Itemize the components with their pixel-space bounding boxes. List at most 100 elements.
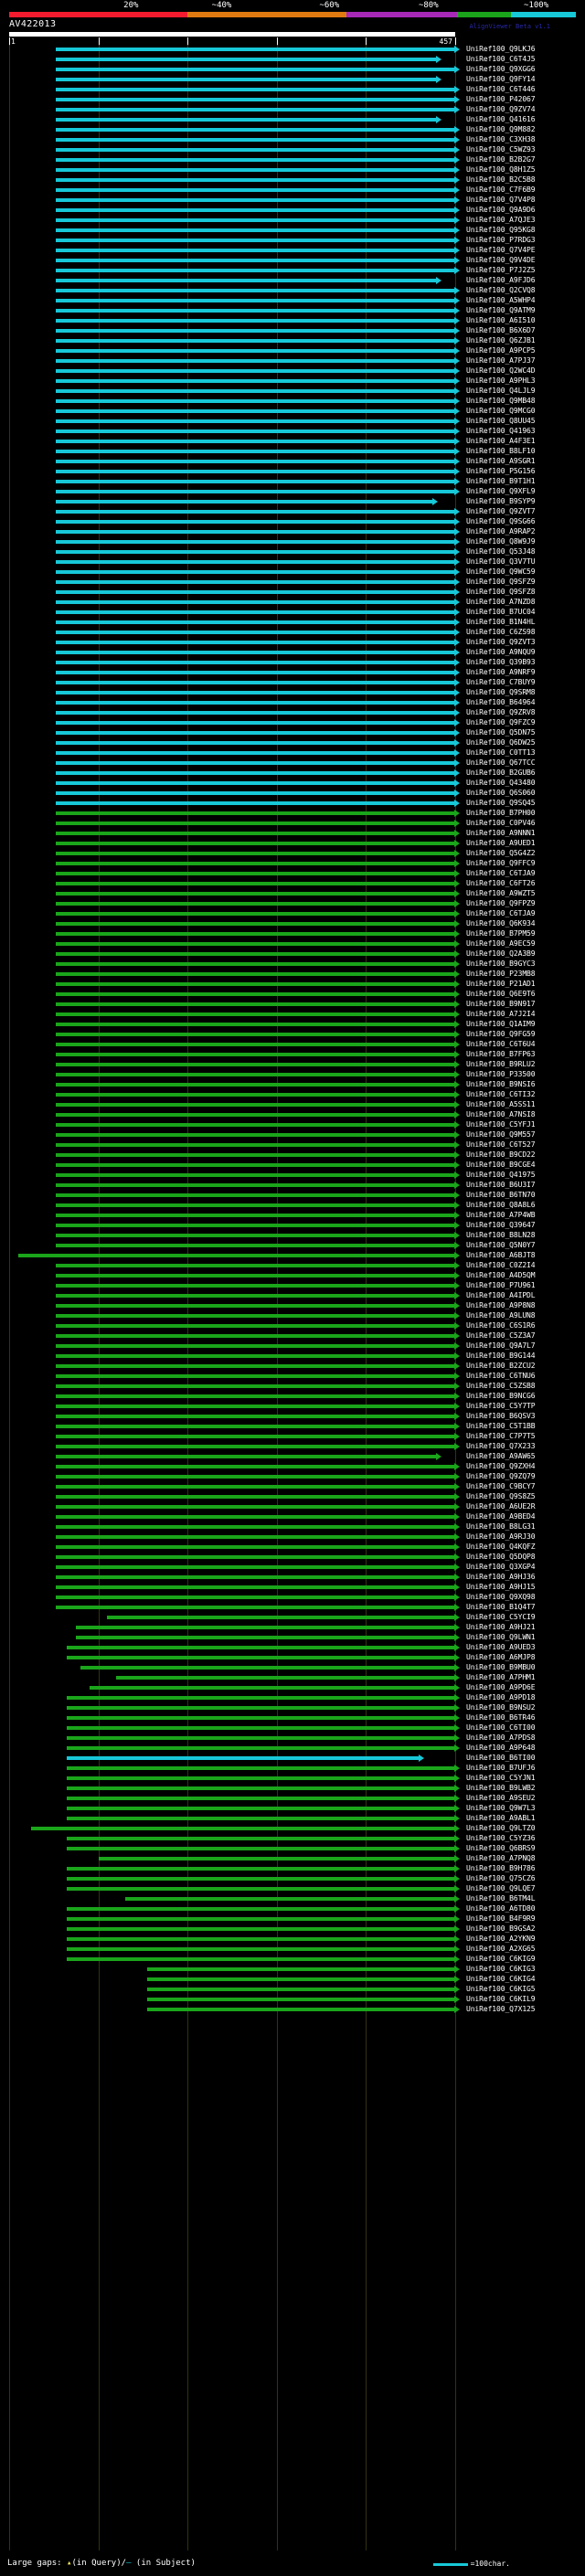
hit-label[interactable]: UniRef100_P7U961 [466,1281,536,1289]
alignment-hit-row[interactable]: UniRef100_A6I510 [0,316,585,326]
hsp-bar[interactable] [56,319,455,323]
hsp-bar[interactable] [56,1505,455,1509]
alignment-hit-row[interactable]: UniRef100_Q6DW25 [0,738,585,748]
hit-label[interactable]: UniRef100_C6TJA9 [466,869,536,877]
hit-label[interactable]: UniRef100_Q5DQP8 [466,1553,536,1561]
alignment-hit-row[interactable]: UniRef100_A9RAP2 [0,527,585,537]
hit-label[interactable]: UniRef100_Q4LJL9 [466,387,536,395]
hsp-bar[interactable] [56,1394,455,1398]
hit-label[interactable]: UniRef100_P21AD1 [466,980,536,988]
hsp-bar[interactable] [56,600,455,604]
hsp-bar[interactable] [56,781,455,785]
alignment-hit-row[interactable]: UniRef100_Q9MB48 [0,397,585,407]
alignment-hit-row[interactable]: UniRef100_A9NNN1 [0,829,585,839]
hsp-bar[interactable] [124,1897,455,1901]
hit-label[interactable]: UniRef100_A2YKN9 [466,1935,536,1943]
hit-label[interactable]: UniRef100_B9GSA2 [466,1924,536,1933]
hit-label[interactable]: UniRef100_Q9W7L3 [466,1804,536,1812]
hsp-bar[interactable] [147,1998,455,2001]
hit-label[interactable]: UniRef100_C5ZSB8 [466,1382,536,1390]
hit-label[interactable]: UniRef100_Q9A9D6 [466,206,536,214]
hsp-bar[interactable] [56,1083,455,1087]
hit-label[interactable]: UniRef100_A7PDS8 [466,1733,536,1742]
alignment-hit-row[interactable]: UniRef100_C5YZ36 [0,1834,585,1844]
alignment-hit-row[interactable]: UniRef100_C5Z3A7 [0,1331,585,1341]
hit-label[interactable]: UniRef100_Q7X125 [466,2005,536,2013]
hit-label[interactable]: UniRef100_C6FT26 [466,879,536,887]
hit-label[interactable]: UniRef100_C6KIG3 [466,1965,536,1973]
hit-label[interactable]: UniRef100_A7PNQ8 [466,1854,536,1862]
alignment-hit-row[interactable]: UniRef100_A9UED3 [0,1643,585,1653]
alignment-hit-row[interactable]: UniRef100_Q9FY14 [0,75,585,85]
hsp-bar[interactable] [56,1304,455,1308]
hsp-bar[interactable] [76,1626,455,1629]
hit-label[interactable]: UniRef100_C6KIG9 [466,1955,536,1963]
alignment-hit-row[interactable]: UniRef100_Q2A3B9 [0,949,585,959]
alignment-hit-row[interactable]: UniRef100_B9GSA2 [0,1924,585,1935]
hit-label[interactable]: UniRef100_Q6K934 [466,919,536,928]
hit-label[interactable]: UniRef100_P23MB8 [466,970,536,978]
hit-label[interactable]: UniRef100_Q5G4Z2 [466,849,536,857]
hit-label[interactable]: UniRef100_Q8A8L6 [466,1201,536,1209]
hit-label[interactable]: UniRef100_Q9SFZ8 [466,588,536,596]
hsp-bar[interactable] [56,279,438,282]
alignment-hit-row[interactable]: UniRef100_C6KIG4 [0,1975,585,1985]
hit-label[interactable]: UniRef100_C5Y7TP [466,1402,536,1410]
alignment-hit-row[interactable]: UniRef100_Q4LJL9 [0,387,585,397]
hit-label[interactable]: UniRef100_A9HJ21 [466,1623,536,1631]
alignment-hit-row[interactable]: UniRef100_A9RJ30 [0,1532,585,1542]
hsp-bar[interactable] [56,570,455,574]
hsp-bar[interactable] [56,1374,455,1378]
hsp-bar[interactable] [56,701,455,705]
alignment-hit-row[interactable]: UniRef100_Q6K934 [0,919,585,929]
alignment-hit-row[interactable]: UniRef100_A9PD6E [0,1683,585,1693]
hsp-bar[interactable] [56,530,455,534]
hsp-bar[interactable] [56,1023,455,1026]
alignment-hit-row[interactable]: UniRef100_C6T6U4 [0,1040,585,1050]
hit-label[interactable]: UniRef100_A9UED3 [466,1643,536,1651]
hsp-bar[interactable] [56,1324,455,1328]
hsp-bar[interactable] [56,1143,455,1147]
alignment-hit-row[interactable]: UniRef100_C0PV46 [0,819,585,829]
alignment-hit-row[interactable]: UniRef100_Q9LTZ0 [0,1824,585,1834]
hsp-bar[interactable] [31,1827,455,1830]
hsp-bar[interactable] [17,1254,455,1257]
hsp-bar[interactable] [56,470,455,473]
hit-label[interactable]: UniRef100_A9SEU2 [466,1794,536,1802]
alignment-hit-row[interactable]: UniRef100_B9NCG6 [0,1392,585,1402]
hsp-bar[interactable] [56,299,455,302]
hsp-bar[interactable] [56,168,455,172]
alignment-hit-row[interactable]: UniRef100_A6MJP8 [0,1653,585,1663]
hit-label[interactable]: UniRef100_Q95KG8 [466,226,536,234]
hsp-bar[interactable] [67,1807,455,1810]
hsp-bar[interactable] [56,1294,455,1298]
alignment-hit-row[interactable]: UniRef100_B9SYP9 [0,497,585,507]
alignment-hit-row[interactable]: UniRef100_P7U961 [0,1281,585,1291]
hit-label[interactable]: UniRef100_B6U3I7 [466,1181,536,1189]
hsp-bar[interactable] [56,460,455,463]
hit-label[interactable]: UniRef100_Q6E9T6 [466,990,536,998]
hit-label[interactable]: UniRef100_A9NRF9 [466,668,536,676]
hsp-bar[interactable] [56,500,433,504]
hit-label[interactable]: UniRef100_Q41963 [466,427,536,435]
hsp-bar[interactable] [107,1616,455,1619]
hit-label[interactable]: UniRef100_B7UC04 [466,608,536,616]
alignment-hit-row[interactable]: UniRef100_A9PD18 [0,1693,585,1703]
alignment-hit-row[interactable]: UniRef100_Q6E9T6 [0,990,585,1000]
hsp-bar[interactable] [56,1445,455,1448]
hsp-bar[interactable] [56,208,455,212]
hit-label[interactable]: UniRef100_Q53J48 [466,547,536,556]
alignment-hit-row[interactable]: UniRef100_Q9FG59 [0,1030,585,1040]
alignment-hit-row[interactable]: UniRef100_Q9V4DE [0,256,585,266]
hit-label[interactable]: UniRef100_Q9ZVT7 [466,507,536,515]
alignment-hit-row[interactable]: UniRef100_C5ZSB8 [0,1382,585,1392]
hsp-bar[interactable] [56,128,455,132]
alignment-hit-row[interactable]: UniRef100_B6X6D7 [0,326,585,336]
hit-label[interactable]: UniRef100_A4IPDL [466,1291,536,1299]
hit-label[interactable]: UniRef100_B9G144 [466,1352,536,1360]
alignment-hit-row[interactable]: UniRef100_A9SGR1 [0,457,585,467]
hsp-bar[interactable] [56,1123,455,1127]
alignment-hit-row[interactable]: UniRef100_C6TJA9 [0,869,585,879]
hit-label[interactable]: UniRef100_Q5N0Y7 [466,1241,536,1249]
alignment-hit-row[interactable]: UniRef100_Q9SFZ8 [0,588,585,598]
